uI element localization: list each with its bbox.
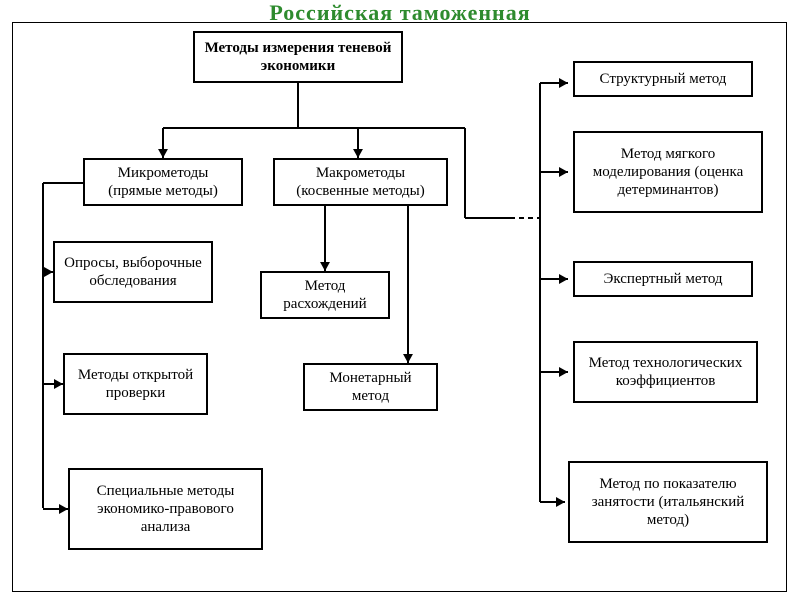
node-diff: Метод расхождений — [260, 271, 390, 319]
diagram-frame: Методы измерения теневой экономики Микром… — [12, 22, 787, 592]
node-root: Методы измерения теневой экономики — [193, 31, 403, 83]
node-monet: Монетарный метод — [303, 363, 438, 411]
node-open: Методы открытой проверки — [63, 353, 208, 415]
node-micro: Микрометоды (прямые методы) — [83, 158, 243, 206]
node-tech: Метод технологических коэффициентов — [573, 341, 758, 403]
node-employ: Метод по показателю занятости (итальянск… — [568, 461, 768, 543]
node-legal: Специальные методы экономико-правового а… — [68, 468, 263, 550]
node-expert: Экспертный метод — [573, 261, 753, 297]
node-macro: Макрометоды (косвенные методы) — [273, 158, 448, 206]
node-struct: Структурный метод — [573, 61, 753, 97]
node-soft: Метод мягкого моделирования (оценка дете… — [573, 131, 763, 213]
node-survey: Опросы, выборочные обследования — [53, 241, 213, 303]
